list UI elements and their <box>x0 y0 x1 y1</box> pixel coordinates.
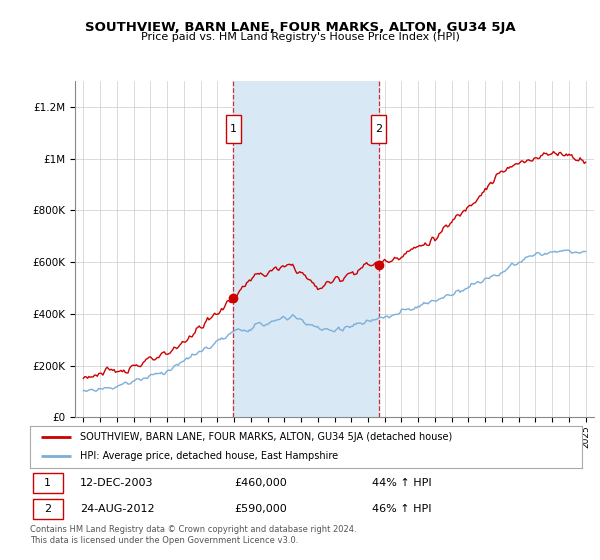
Bar <box>233 81 379 417</box>
Text: 1: 1 <box>44 478 51 488</box>
Bar <box>33 473 63 493</box>
Text: SOUTHVIEW, BARN LANE, FOUR MARKS, ALTON, GU34 5JA: SOUTHVIEW, BARN LANE, FOUR MARKS, ALTON,… <box>85 21 515 34</box>
Text: £460,000: £460,000 <box>234 478 287 488</box>
Bar <box>33 499 63 519</box>
Text: 46% ↑ HPI: 46% ↑ HPI <box>372 504 432 514</box>
Text: Price paid vs. HM Land Registry's House Price Index (HPI): Price paid vs. HM Land Registry's House … <box>140 32 460 43</box>
Text: 24-AUG-2012: 24-AUG-2012 <box>80 504 154 514</box>
Text: SOUTHVIEW, BARN LANE, FOUR MARKS, ALTON, GU34 5JA (detached house): SOUTHVIEW, BARN LANE, FOUR MARKS, ALTON,… <box>80 432 452 442</box>
Text: HPI: Average price, detached house, East Hampshire: HPI: Average price, detached house, East… <box>80 451 338 461</box>
Bar <box>226 115 241 143</box>
Text: 44% ↑ HPI: 44% ↑ HPI <box>372 478 432 488</box>
Text: 2: 2 <box>376 124 382 134</box>
Bar <box>371 115 386 143</box>
Text: 2: 2 <box>44 504 51 514</box>
Text: 1: 1 <box>230 124 237 134</box>
Text: Contains HM Land Registry data © Crown copyright and database right 2024.
This d: Contains HM Land Registry data © Crown c… <box>30 525 356 545</box>
Text: £590,000: £590,000 <box>234 504 287 514</box>
Text: 12-DEC-2003: 12-DEC-2003 <box>80 478 153 488</box>
